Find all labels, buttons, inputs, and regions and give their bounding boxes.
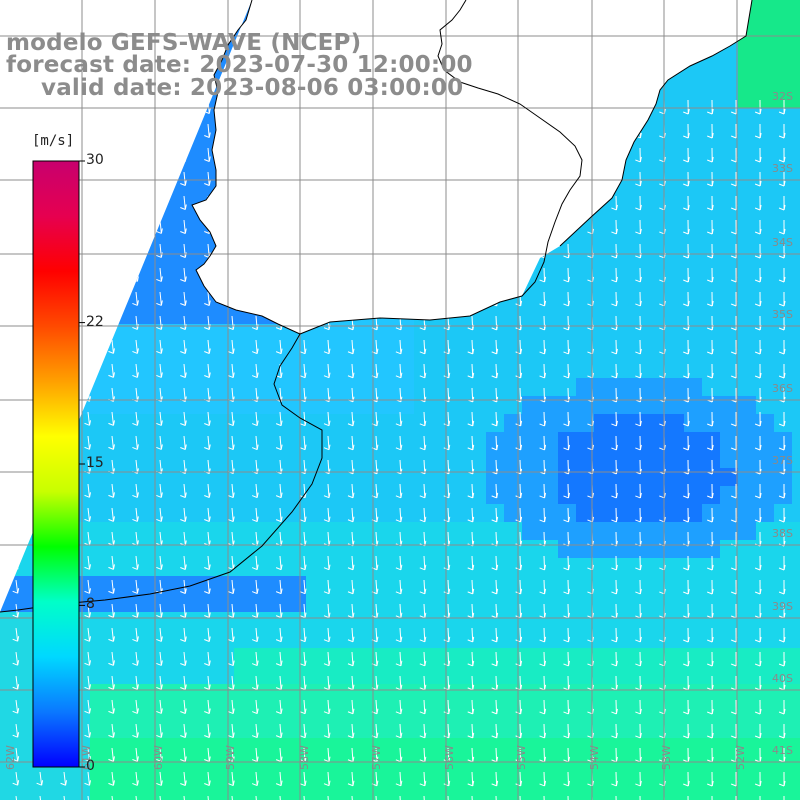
- lat-label: 37S: [772, 454, 793, 467]
- lat-label: 39S: [772, 600, 793, 613]
- lon-label: 53W: [660, 745, 673, 770]
- lat-label: 35S: [772, 308, 793, 321]
- lat-label: 41S: [772, 744, 793, 757]
- colorbar-tick-label: 0: [86, 758, 95, 774]
- colorbar-tick-label: 22: [86, 314, 104, 330]
- lat-label: 38S: [772, 527, 793, 540]
- lon-label: 62W: [4, 745, 17, 770]
- colorbar-tick-label: 8: [86, 596, 95, 612]
- lon-label: 60W: [152, 745, 165, 770]
- forecast-date: forecast date: 2023-07-30 12:00:00: [6, 53, 473, 77]
- lon-label: 59W: [224, 745, 237, 770]
- lat-label: 33S: [772, 162, 793, 175]
- lat-label: 36S: [772, 382, 793, 395]
- colorbar-tick-label: 30: [86, 152, 104, 168]
- lon-label: 54W: [588, 745, 601, 770]
- lon-label: 58W: [298, 745, 311, 770]
- colorbar-tick-label: 15: [86, 455, 104, 471]
- lat-label: 32S: [772, 90, 793, 103]
- colorbar-unit: [m/s]: [32, 133, 74, 149]
- colorbar-gradient: [33, 161, 79, 767]
- lat-label: 34S: [772, 236, 793, 249]
- lon-label: 57W: [370, 745, 383, 770]
- lon-label: 55W: [515, 745, 528, 770]
- valid-date: valid date: 2023-08-06 03:00:00: [41, 76, 463, 100]
- lon-label: 56W: [443, 745, 456, 770]
- colorbar: [33, 161, 85, 767]
- lat-label: 40S: [772, 672, 793, 685]
- lon-label: 52W: [734, 745, 747, 770]
